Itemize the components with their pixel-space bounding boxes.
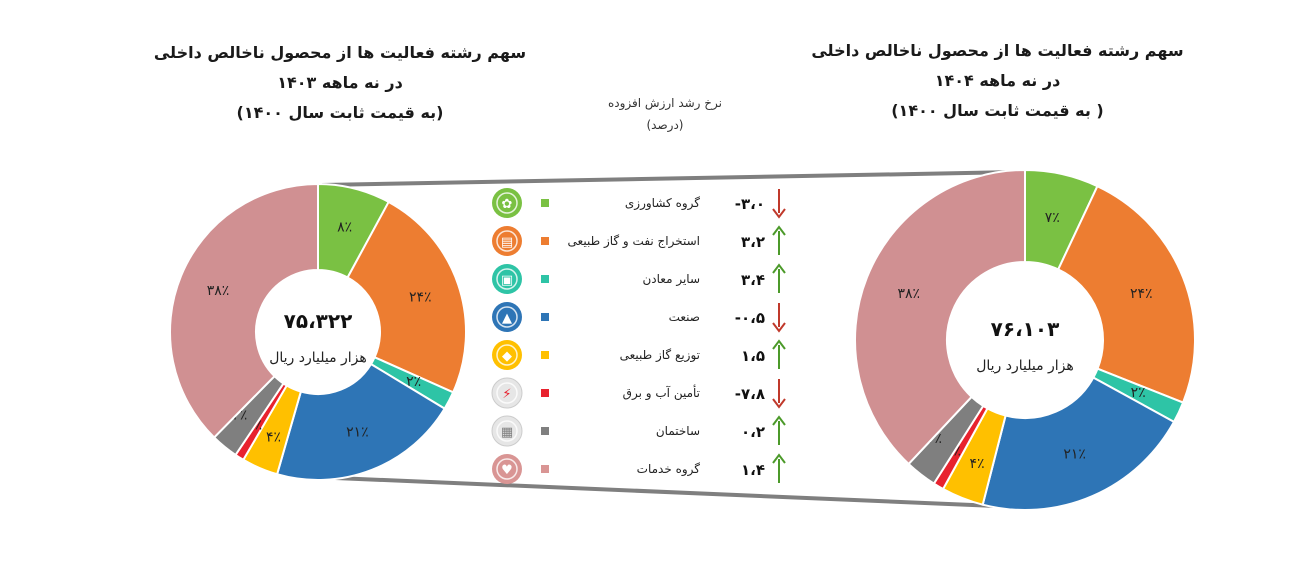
legend-label: استخراج نفت و گاز طبیعی (568, 234, 700, 249)
legend-row-1: ✿ گروه کشاورزی -۳،۰ (492, 188, 786, 219)
slice-label-3: ۲٪ (406, 374, 421, 390)
services-hand-icon: ♥ (492, 454, 522, 484)
slice-label-4: ۲۱٪ (346, 425, 369, 441)
center-unit: هزار میلیارد ریال (269, 350, 367, 366)
left-title-line-3: (به قیمت ثابت سال ۱۴۰۰) (236, 103, 444, 122)
slice-label-1: ۸٪ (337, 219, 352, 235)
arrow-up-icon (772, 453, 786, 483)
slice-label-8: ۳۸٪ (897, 286, 920, 302)
slice-label-4: ۲۱٪ (1063, 447, 1086, 463)
legend-swatch (541, 237, 549, 245)
slice-4 (275, 362, 446, 481)
legend-label: توزیع گاز طبیعی (620, 348, 700, 363)
legend-swatch (541, 199, 549, 207)
legend-swatch (541, 389, 549, 397)
gas-flame-icon: ◆ (492, 340, 522, 370)
slice-label-2: ۲۴٪ (1130, 286, 1153, 302)
svg-text:⚡: ⚡ (502, 387, 511, 402)
legend-row-6: ⚡ تأمین آب و برق -۷،۸ (491, 377, 786, 409)
growth-rate-legend: ✿ گروه کشاورزی -۳،۰ ▤ استخراج نفت و گاز طبیع… (491, 188, 786, 484)
left-title-line-1: سهم رشته فعالیت ها از محصول ناخالص داخلی (153, 43, 527, 62)
legend-label: سایر معادن (642, 272, 700, 287)
arrow-up-icon (772, 263, 786, 293)
arrow-up-icon (772, 415, 786, 445)
growth-rate-header: نرخ رشد ارزش افزوده (درصد) (560, 92, 770, 136)
connector-line-1 (321, 170, 1021, 187)
slice-2 (346, 200, 467, 394)
svg-text:▣: ▣ (501, 273, 513, 288)
growth-rate-value: ۱،۴ (741, 461, 765, 479)
right-chart-title: سهم رشته فعالیت ها از محصول ناخالص داخلی… (805, 36, 1190, 126)
arrow-down-icon (772, 379, 786, 409)
right-title-line-3: ( به قیمت ثابت سال ۱۴۰۰) (891, 101, 1104, 120)
growth-rate-value: -۷،۸ (735, 385, 765, 403)
slice-label-8: ۳۸٪ (207, 283, 230, 299)
slice-label-5: ۴٪ (266, 429, 281, 445)
center-total: ۷۵،۳۲۲ (284, 309, 353, 333)
connector-lines (311, 170, 1021, 509)
legend-row-8: ♥ گروه خدمات ۱،۴ (492, 453, 786, 484)
legend-label: گروه کشاورزی (625, 196, 700, 211)
legend-label: گروه خدمات (637, 462, 701, 477)
legend-label: صنعت (669, 310, 700, 324)
slice-label-1: ۷٪ (1045, 210, 1060, 226)
svg-text:▤: ▤ (501, 235, 513, 250)
center-total: ۷۶،۱۰۳ (991, 317, 1060, 341)
arrow-up-icon (772, 339, 786, 369)
svg-text:♥: ♥ (501, 463, 513, 478)
legend-row-2: ▤ استخراج نفت و گاز طبیعی ۳،۲ (492, 225, 786, 256)
growth-rate-value: ۱،۵ (741, 347, 765, 365)
power-plug-icon: ⚡ (491, 377, 523, 409)
arrow-down-icon (772, 189, 786, 219)
right-title-line-1: سهم رشته فعالیت ها از محصول ناخالص داخلی (811, 41, 1184, 60)
wheat-icon: ✿ (492, 188, 522, 218)
oil-barrels-icon: ▤ (492, 226, 522, 256)
legend-label: تأمین آب و برق (623, 384, 700, 401)
svg-text:◆: ◆ (502, 349, 512, 364)
legend-swatch (541, 313, 549, 321)
growth-rate-value: ۳،۴ (741, 271, 765, 289)
growth-rate-header-line-2: (درصد) (646, 118, 684, 132)
building-icon: ▦ (491, 415, 523, 447)
legend-swatch (541, 275, 549, 283)
growth-rate-value: -۳،۰ (735, 195, 765, 213)
slice-4 (981, 376, 1176, 511)
legend-row-3: ▣ سایر معادن ۳،۴ (492, 263, 786, 294)
arrow-up-icon (772, 225, 786, 255)
legend-swatch (541, 465, 549, 473)
mine-cart-icon: ▣ (492, 264, 522, 294)
right-title-line-2: در نه ماهه ۱۴۰۴ (934, 71, 1061, 90)
legend-row-7: ▦ ساختمان ۰،۲ (491, 415, 786, 447)
left-chart-title: سهم رشته فعالیت ها از محصول ناخالص داخلی… (150, 38, 530, 128)
svg-text:▲: ▲ (502, 311, 512, 326)
legend-row-4: ▲ صنعت -۰،۵ (492, 302, 786, 333)
growth-rate-value: ۳،۲ (741, 233, 765, 251)
legend-swatch (541, 351, 549, 359)
growth-rate-value: ۰،۲ (741, 423, 765, 441)
svg-text:▦: ▦ (501, 425, 513, 440)
growth-rate-value: -۰،۵ (735, 309, 765, 327)
slice-label-5: ۴٪ (969, 456, 984, 472)
legend-row-5: ◆ توزیع گاز طبیعی ۱،۵ (492, 339, 786, 370)
connector-line-2 (311, 475, 1021, 509)
slice-label-3: ۲٪ (1131, 385, 1146, 401)
slice-8 (169, 182, 319, 439)
legend-swatch (541, 427, 549, 435)
growth-rate-header-line-1: نرخ رشد ارزش افزوده (608, 96, 722, 110)
svg-text:✿: ✿ (502, 197, 513, 212)
slice-label-2: ۲۴٪ (409, 289, 432, 305)
slice-2 (1056, 184, 1196, 404)
slice-8 (854, 168, 1026, 466)
factory-icon: ▲ (492, 302, 522, 332)
legend-label: ساختمان (656, 424, 700, 438)
center-unit: هزار میلیارد ریال (976, 358, 1074, 374)
arrow-down-icon (772, 303, 786, 333)
left-title-line-2: در نه ماهه ۱۴۰۳ (277, 73, 403, 92)
